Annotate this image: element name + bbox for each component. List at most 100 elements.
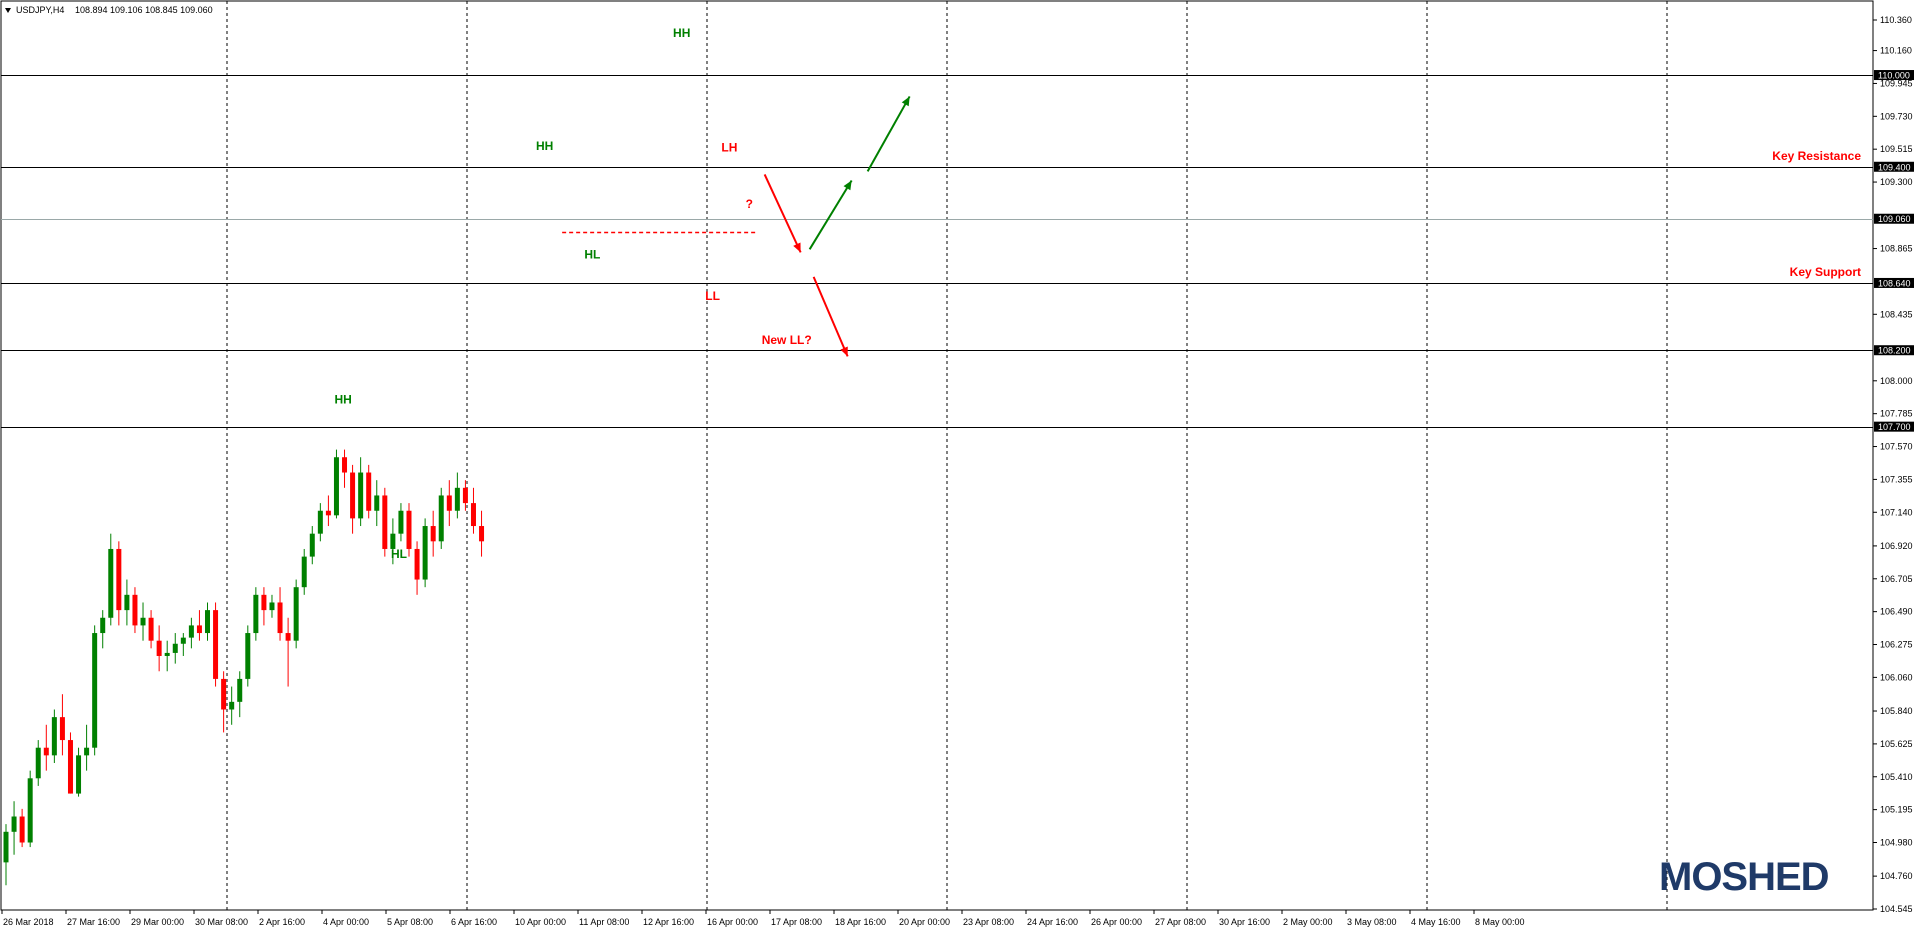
candle-body [148,617,154,641]
candle-body [132,594,138,626]
candle-body [35,747,41,779]
horizontal-levels [1,75,1873,428]
candle-body [180,637,186,644]
price-tick-label: 105.195 [1880,805,1913,815]
time-tick-label: 29 Mar 00:00 [131,917,184,927]
candle-body [245,633,251,679]
price-tick-label: 107.570 [1880,442,1913,452]
level-price-label: 108.200 [1878,346,1911,356]
price-tick-label: 104.545 [1880,904,1913,914]
candle-body [406,510,412,549]
candle-body [76,755,82,794]
ohlc-readout: 108.894 109.106 108.845 109.060 [75,5,213,15]
time-tick-label: 30 Apr 16:00 [1219,917,1270,927]
candle-body [67,740,73,794]
price-tick-label: 105.840 [1880,706,1913,716]
price-tick-label: 110.360 [1880,15,1912,25]
time-tick-label: 10 Apr 00:00 [515,917,566,927]
price-tick-label: 107.785 [1880,409,1913,419]
candle-body [309,533,315,557]
moshed-logo: MOSHED [1659,855,1829,899]
candle-body [84,747,90,756]
time-tick-label: 26 Apr 00:00 [1091,917,1142,927]
candle-body [382,495,388,549]
pivot-label: LH [721,140,737,154]
level-price-box [1874,421,1914,432]
candle-body [124,594,130,611]
time-tick-label: 3 May 08:00 [1347,917,1397,927]
time-tick-label: 2 Apr 16:00 [259,917,305,927]
pivot-label: HH [335,393,352,407]
price-tick-label: 104.980 [1880,837,1913,847]
price-tick-label: 108.865 [1880,244,1913,254]
arrow-down-red-2 [812,276,849,357]
candle-body [374,495,380,511]
time-axis: 26 Mar 2018 27 Mar 16:00 29 Mar 00:00 30 Ma… [1,910,1525,927]
candle-body [470,503,476,527]
price-tick-label: 109.300 [1880,177,1913,187]
arrow-down-red-2-head [840,346,848,357]
price-tick-label: 106.490 [1880,607,1913,617]
level-price-box [1874,277,1914,288]
candle-body [414,548,420,580]
candle-body [350,472,356,519]
candle-body [213,610,219,679]
pivot-label: HL [584,247,600,261]
candle-body [172,643,178,653]
candle-body [196,625,202,634]
pivot-label: LL [705,289,720,303]
level-price-box [1874,345,1914,356]
candle-body [51,717,57,756]
candle-body [293,587,299,641]
candle-body [19,816,25,843]
arrow-down-red [763,173,802,253]
zone-label: Key Support [1790,265,1861,279]
time-tick-label: 27 Apr 08:00 [1155,917,1206,927]
zone-label: Key Resistance [1772,149,1861,163]
pivot-label: HH [536,139,553,153]
candle-body [205,610,210,634]
price-tick-label: 107.140 [1880,507,1913,517]
pivot-label: ? [746,197,753,211]
candle-body [301,556,307,588]
time-tick-label: 6 Apr 16:00 [451,917,497,927]
candle-body [140,617,146,626]
time-tick-label: 30 Mar 08:00 [195,917,248,927]
time-tick-label: 26 Mar 2018 [3,917,54,927]
candle-body [188,625,194,638]
time-tick-label: 8 May 00:00 [1475,917,1525,927]
time-tick-label: 12 Apr 16:00 [643,917,694,927]
price-tick-label: 105.625 [1880,739,1913,749]
candle-body [269,602,275,611]
candle-body [59,717,65,741]
pivot-label: HL [391,547,407,561]
candle-body [333,457,339,516]
candle-body [229,701,235,710]
level-price-label: 110.000 [1878,71,1910,81]
candle-body [237,678,243,702]
candle-body [342,457,348,473]
price-tick-label: 110.160 [1880,46,1912,56]
arrow-up-green-2 [866,95,911,172]
candle-body [108,548,114,618]
candle-body [27,778,33,843]
price-tick-label: 106.275 [1880,640,1913,650]
time-tick-label: 4 May 16:00 [1411,917,1461,927]
time-tick-label: 11 Apr 08:00 [579,917,629,927]
vertical-gridlines [226,1,1668,910]
candle-body [462,487,468,504]
arrow-up-green-head [843,180,852,191]
time-tick-label: 17 Apr 08:00 [771,917,822,927]
time-tick-label: 20 Apr 00:00 [899,917,950,927]
candle-body [358,472,364,519]
candle-body [390,533,396,549]
candle-body [422,526,428,580]
candle-body [479,526,485,542]
symbol-label: USDJPY,H4 [16,5,64,15]
candle-body [156,640,162,656]
symbol-dropdown-icon[interactable] [5,8,11,13]
level-price-label: 109.060 [1878,214,1911,224]
annotations: HH HH HL HH HL LH LL? New LL? Key Resistance Key … [335,26,1862,561]
arrow-up-green [808,180,853,250]
